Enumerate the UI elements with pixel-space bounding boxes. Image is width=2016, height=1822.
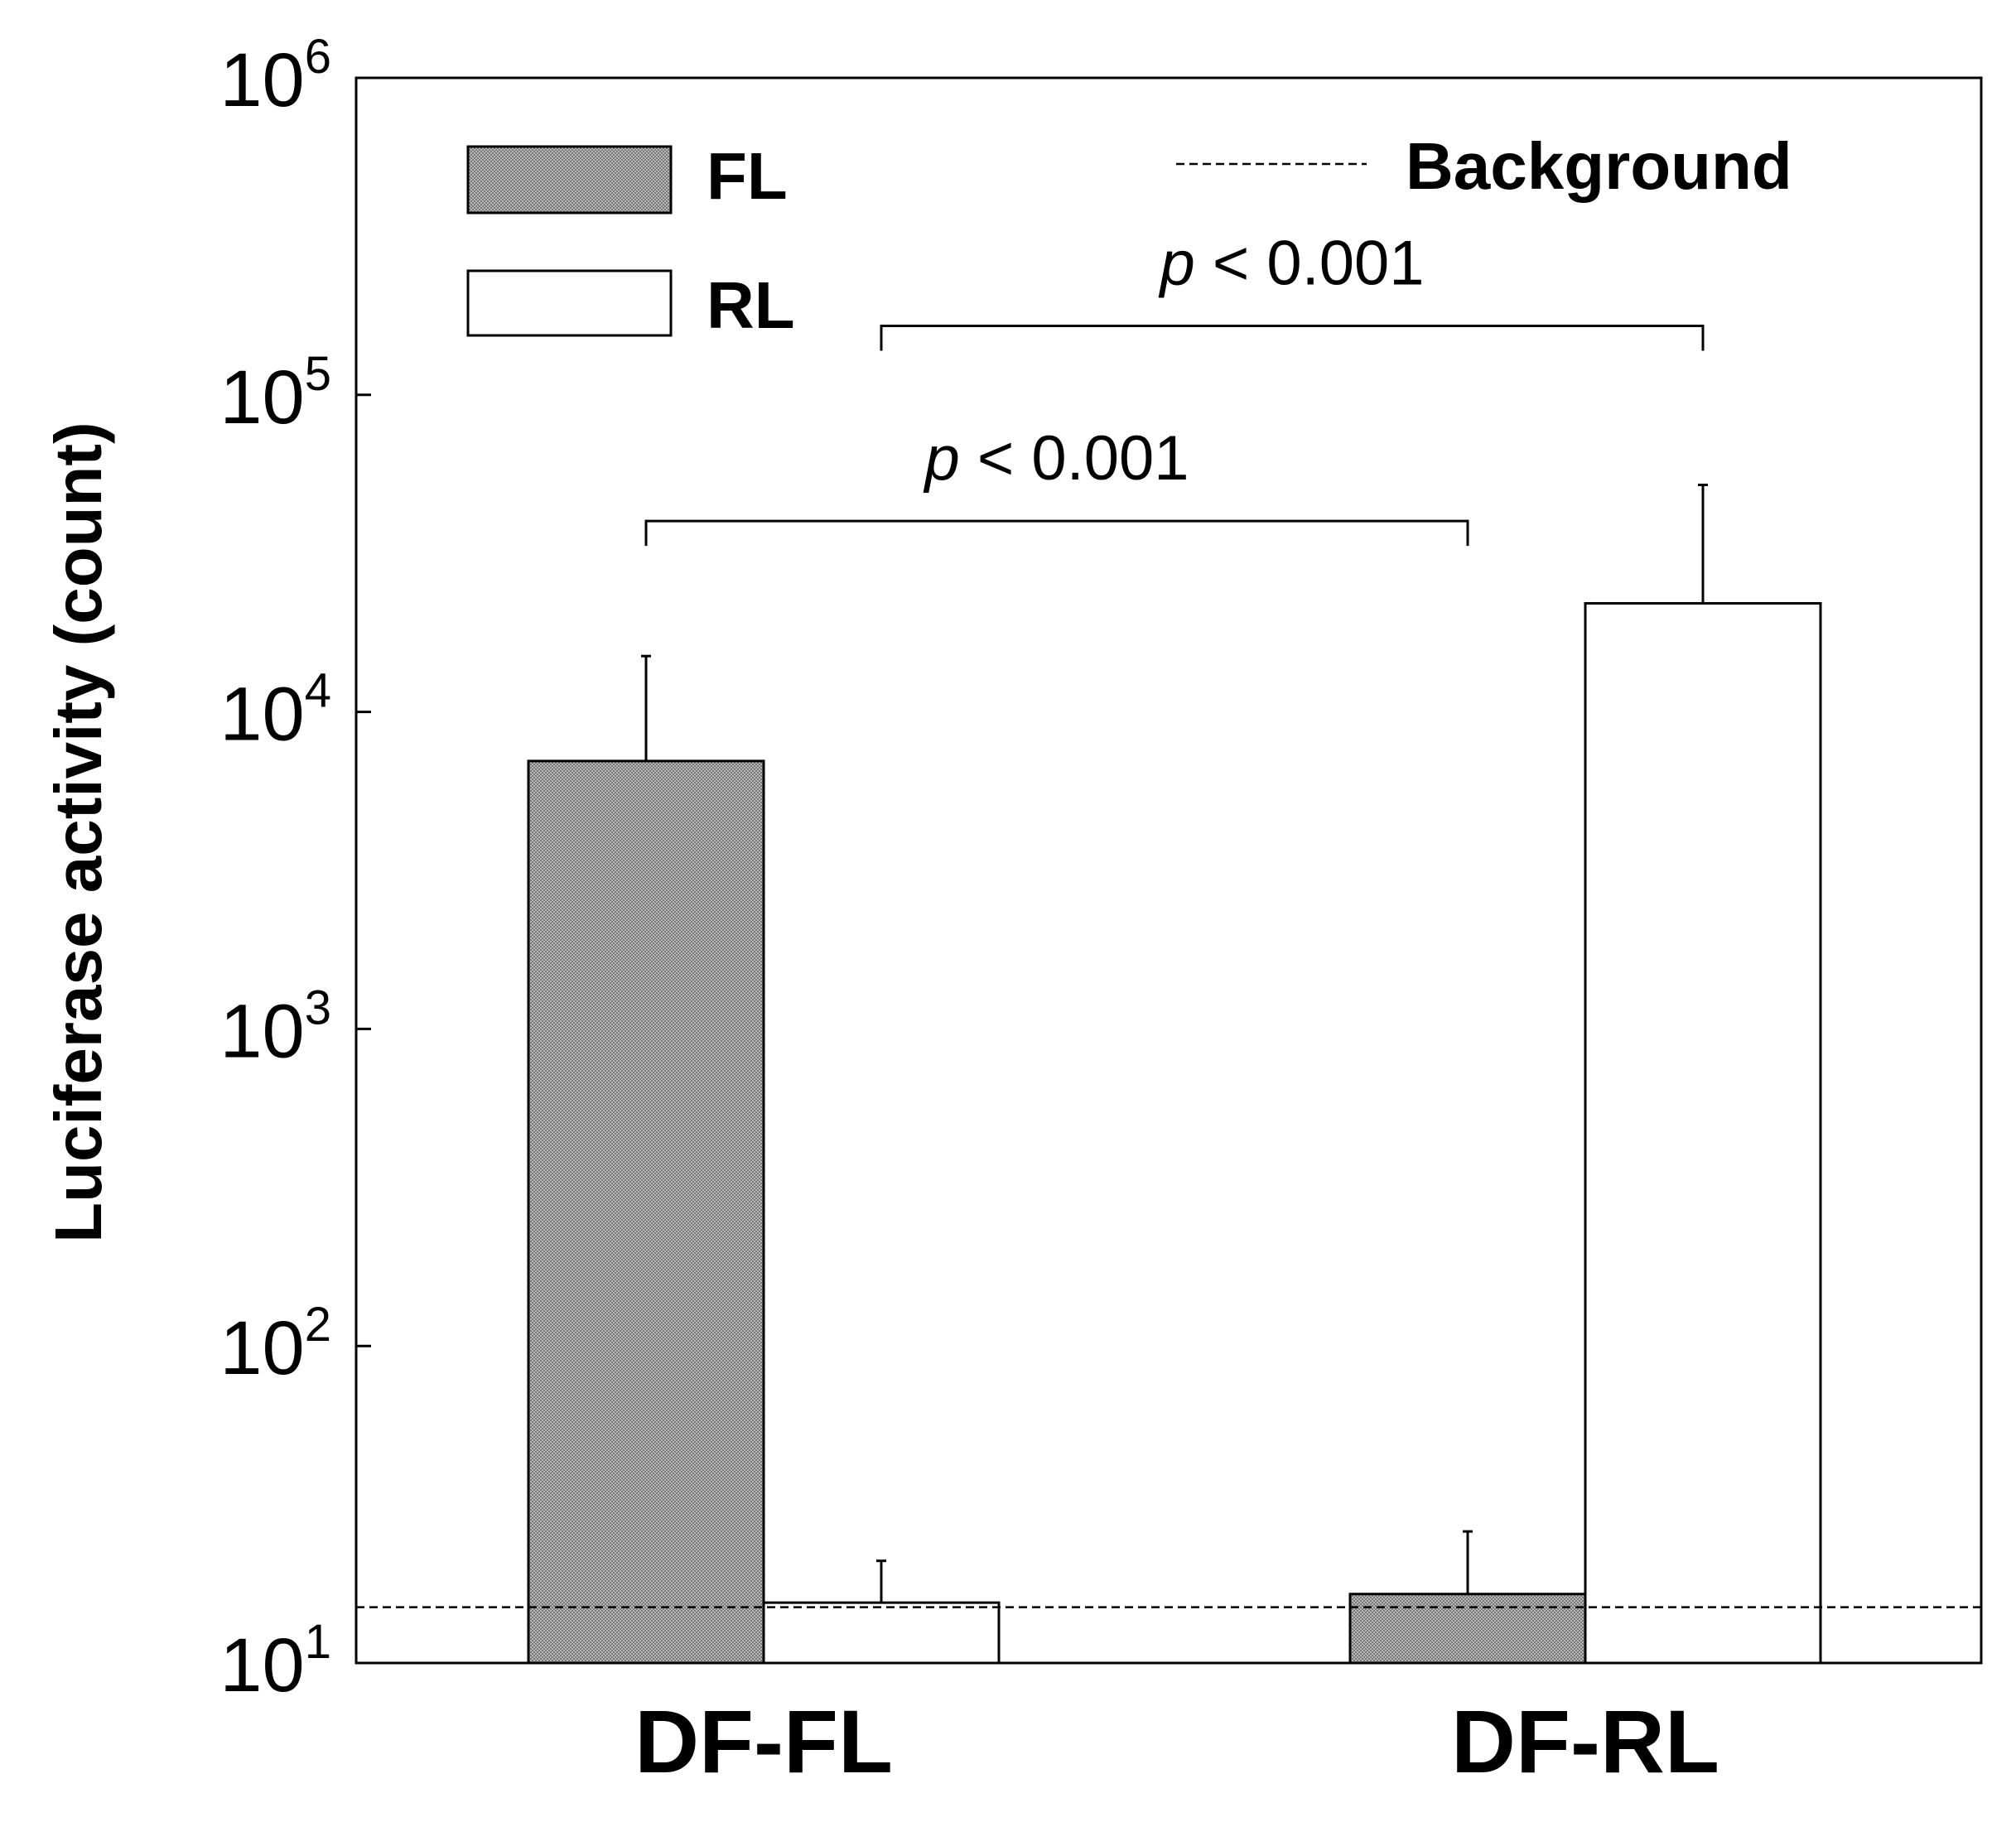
significance-bracket <box>644 519 1469 547</box>
bar-fl-df-fl <box>527 759 765 1665</box>
y-tick-label: 103 <box>219 981 331 1073</box>
significance-annotations: p < 0.001 p < 0.001 <box>644 229 1705 547</box>
legend-label-fl: FL <box>707 139 788 213</box>
y-tick-label: 105 <box>219 347 331 440</box>
x-category-label: DF-RL <box>1451 1691 1719 1791</box>
legend-swatch-fl <box>466 145 673 214</box>
plot-frame <box>354 76 1983 1665</box>
bar-fl-df-rl <box>1348 1593 1587 1665</box>
significance-bracket <box>880 325 1705 351</box>
significance-label: p < 0.001 <box>1158 229 1424 299</box>
y-axis-label: Luciferase activity (count) <box>41 422 115 1242</box>
legend-label-background: Background <box>1406 129 1792 203</box>
legend-label-rl: RL <box>707 268 795 342</box>
bar-marks <box>356 484 1981 1665</box>
y-tick-label: 101 <box>219 1615 331 1708</box>
legend-swatch-rl <box>466 269 673 337</box>
y-tick-label: 106 <box>219 30 331 123</box>
x-category-label: DF-FL <box>634 1691 893 1791</box>
y-tick-label: 104 <box>219 664 331 757</box>
plot-area: 101 102 103 104 105 106 DF-FL DF-RL <box>219 30 1983 1791</box>
bar-rl-df-rl <box>1584 602 1822 1665</box>
bar-rl-df-fl <box>762 1601 1001 1665</box>
significance-label: p < 0.001 <box>923 423 1189 494</box>
y-tick-label: 102 <box>219 1298 331 1391</box>
legend: FL RL Background <box>466 129 1792 342</box>
